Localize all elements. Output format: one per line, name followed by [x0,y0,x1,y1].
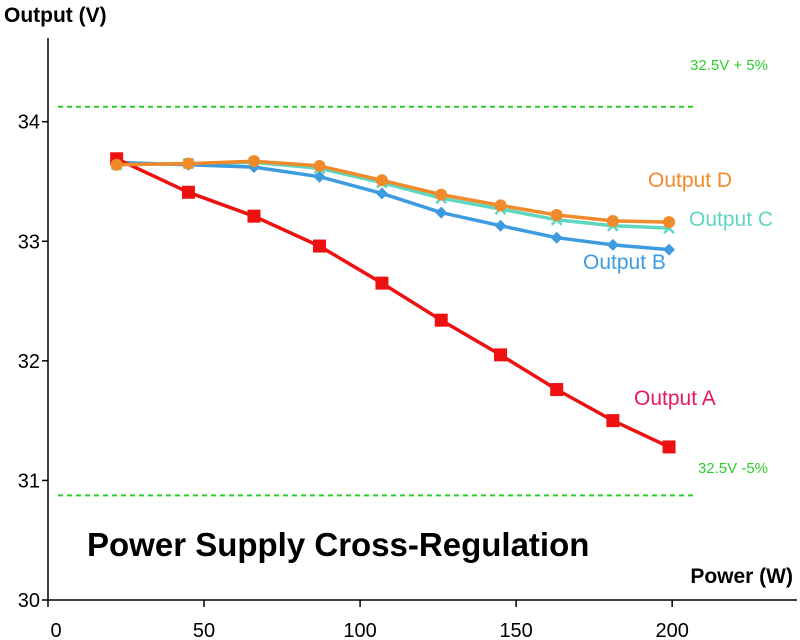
x-tick-label: 200 [655,620,688,640]
data-point-output-b [313,170,326,183]
data-point-output-a [494,348,508,362]
data-point-output-a [434,313,448,327]
data-point-output-a [662,440,676,454]
data-point-output-a [181,185,195,199]
data-point-output-d [435,188,448,201]
y-tick-label: 34 [18,112,40,134]
reference-line-label: 32.5V + 5% [690,57,768,74]
data-point-output-b [494,219,507,232]
series-label-output-a: Output A [634,387,716,410]
data-point-output-d [110,158,123,171]
series-output-d [110,155,676,229]
data-point-output-b [663,243,676,256]
x-tick-label: 50 [193,620,215,640]
series-line-output-d [116,159,670,224]
data-point-output-d [606,214,619,227]
reference-lines: 32.5V + 5% 32.5V -5% [58,57,768,497]
data-point-output-a [313,239,327,253]
x-tick-label: 150 [499,620,532,640]
x-tick-label: 100 [343,620,376,640]
series-label-output-d: Output D [648,169,732,192]
series-line-output-b [116,160,670,252]
data-point-output-d [182,157,195,170]
series-output-b [110,156,676,256]
y-tick-label: 31 [18,470,40,492]
series-label-output-b: Output B [583,251,666,274]
data-point-output-a [550,383,564,397]
data-point-output-b [435,206,448,219]
series [110,152,676,454]
y-tick-label: 30 [18,590,40,612]
y-tick-label: 32 [18,351,40,373]
series-label-output-c: Output C [689,208,773,231]
series-labels: Output A Output B Output C Output D [583,169,773,410]
series-line-output-a [115,157,670,449]
data-point-output-b [550,231,563,244]
data-point-output-d [375,174,388,187]
data-point-output-d [550,208,563,221]
chart-title: Power Supply Cross-Regulation [87,526,589,563]
data-point-output-d [663,216,676,229]
data-point-output-a [247,209,261,223]
y-tick-label: 33 [18,231,40,253]
data-point-output-d [313,159,326,172]
reference-line-label: 32.5V -5% [698,460,768,477]
data-point-output-d [247,155,260,168]
data-point-output-a [606,414,620,428]
axes [47,38,797,601]
y-axis-title: Output (V) [4,4,107,27]
data-point-output-d [494,199,507,212]
data-point-output-a [375,276,389,290]
data-point-output-b [606,238,619,251]
x-tick-label: 0 [50,620,61,640]
data-point-output-b [375,187,388,200]
x-axis-title: Power (W) [690,565,793,588]
ticks: 0 50 100 150 200 30 31 32 33 34 [18,112,689,640]
